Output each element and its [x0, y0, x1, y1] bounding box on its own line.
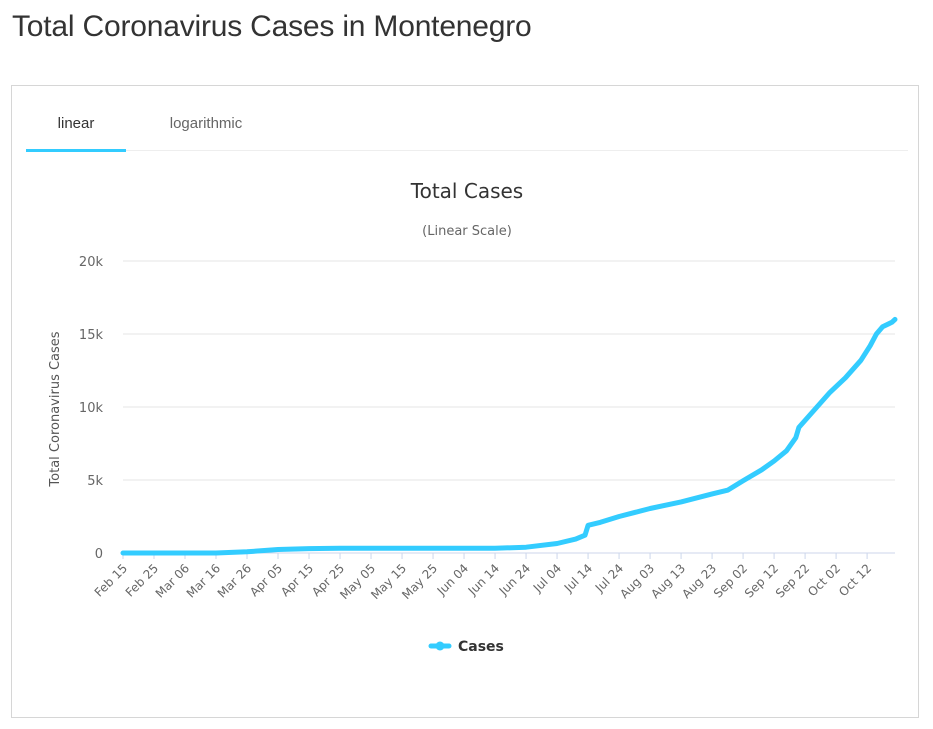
cases-chart: Total Cases (Linear Scale) Total Coronav…	[48, 179, 898, 655]
x-tick-label: Jul 04	[530, 561, 564, 595]
chart-subtitle: (Linear Scale)	[422, 224, 512, 239]
x-tick-label: Aug 23	[679, 561, 719, 601]
scale-tabs: linear logarithmic	[26, 86, 908, 152]
x-tick-label: Sep 22	[773, 561, 812, 600]
tab-logarithmic[interactable]: logarithmic	[136, 86, 276, 150]
x-tick-label: Oct 02	[805, 561, 843, 599]
x-tick-label: Sep 12	[742, 561, 781, 600]
y-tick-label: 5k	[87, 474, 103, 489]
grid-lines	[123, 260, 895, 481]
x-tick-label: Mar 06	[153, 561, 192, 600]
tab-logarithmic-label: logarithmic	[169, 115, 243, 132]
x-tick-label: Jul 14	[561, 561, 595, 595]
y-tick-label: 0	[95, 547, 103, 562]
chart-card: linear logarithmic Total Cases (Linear S…	[11, 85, 919, 718]
legend[interactable]: Cases	[428, 639, 504, 655]
legend-label-cases: Cases	[458, 639, 504, 655]
x-tick-label: Oct 12	[836, 561, 874, 599]
legend-marker-dot	[435, 641, 445, 651]
x-tick-label: Jun 04	[434, 561, 471, 598]
x-tick-label: Mar 16	[184, 561, 223, 600]
y-tick-label: 15k	[79, 328, 104, 343]
page-title: Total Coronavirus Cases in Montenegro	[12, 10, 532, 43]
chart-title: Total Cases	[410, 179, 523, 203]
y-axis-ticks: 0 5k 10k 15k 20k	[79, 255, 104, 562]
y-tick-label: 20k	[79, 255, 104, 270]
tab-linear[interactable]: linear	[26, 86, 126, 152]
tab-linear-label: linear	[57, 115, 95, 132]
y-axis-title: Total Coronavirus Cases	[48, 331, 63, 487]
active-tab-indicator	[26, 149, 126, 152]
x-tick-label: Apr 05	[247, 561, 285, 599]
series-line-cases[interactable]	[120, 316, 898, 556]
x-tick-label: Sep 02	[711, 561, 750, 600]
x-tick-label: Feb 15	[92, 561, 130, 599]
x-tick-label: Apr 15	[278, 561, 316, 599]
x-tick-label: Mar 26	[215, 561, 254, 600]
y-tick-label: 10k	[79, 401, 104, 416]
x-tick-label: Jun 24	[496, 561, 533, 598]
x-tick-label: Jun 14	[465, 561, 502, 598]
